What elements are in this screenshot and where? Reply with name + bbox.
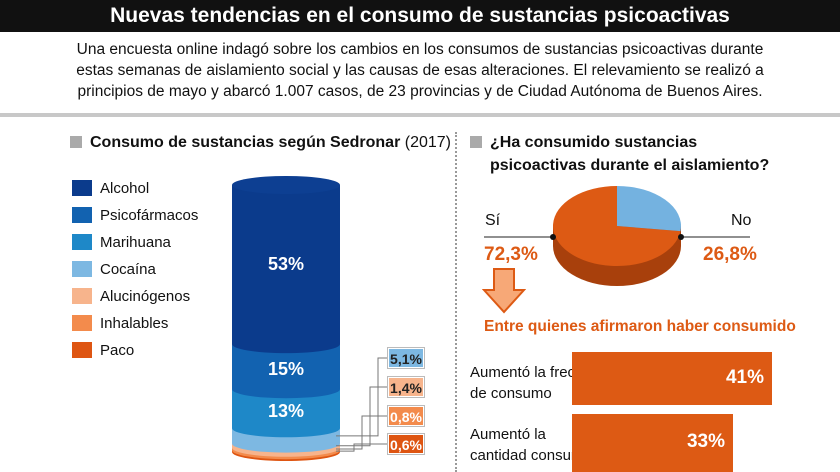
page-title: Nuevas tendencias en el consumo de susta…: [0, 0, 840, 32]
pie-dot: [550, 234, 556, 240]
legend-swatch: [72, 315, 92, 331]
cylinder-segment: [232, 447, 340, 460]
divider-vertical: [455, 132, 457, 472]
bullet-square-icon: [470, 136, 482, 148]
segment-value-label: 0,6%: [387, 433, 425, 455]
intro-line: principios de mayo y abarcó 1.007 casos,…: [77, 83, 763, 100]
legend-label: Inhalables: [100, 315, 169, 332]
bar: 41%: [572, 352, 772, 405]
pie-slice-si: [553, 186, 681, 266]
left-heading-year: (2017): [404, 134, 451, 151]
legend-label: Marihuana: [100, 234, 171, 251]
legend-item: Marihuana: [72, 234, 171, 252]
legend-item: Alcohol: [72, 180, 149, 198]
bar-label-line: cantidad consumida: [470, 447, 604, 464]
segment-value-label: 1,4%: [387, 376, 425, 398]
bar-label: Aumentó la cantidad consumida: [470, 424, 603, 466]
cylinder-segment: [232, 450, 340, 461]
intro-text: Una encuesta online indagó sobre los cam…: [40, 39, 800, 102]
legend-item: Paco: [72, 342, 134, 360]
bullet-square-icon: [70, 136, 82, 148]
intro-line: estas semanas de aislamiento social y la…: [76, 62, 764, 79]
pie-side: [553, 226, 681, 286]
leader-line: [336, 357, 388, 437]
leader-line: [336, 386, 388, 447]
pie-slice-no: [617, 186, 682, 232]
bar: 33%: [572, 414, 733, 472]
legend-swatch: [72, 288, 92, 304]
bar-label-line: de consumo: [470, 385, 552, 402]
subheading: Entre quienes afirmaron haber consumido: [484, 318, 796, 335]
left-heading-text: Consumo de sustancias según Sedronar: [90, 134, 401, 151]
segment-label: 13%: [267, 400, 305, 421]
legend-item: Alucinógenos: [72, 288, 190, 306]
divider: [0, 113, 840, 117]
legend-label: Alcohol: [100, 180, 150, 197]
segment-label: 53%: [267, 253, 305, 274]
legend-swatch: [72, 180, 92, 196]
segment-value-label: 0,8%: [387, 405, 425, 427]
segment-value-label: 5,1%: [387, 347, 425, 369]
legend-item: Cocaína: [72, 261, 156, 279]
legend-swatch: [72, 207, 92, 223]
cylinder-segment: [232, 443, 340, 457]
pie-value-no: 26,8%: [703, 244, 757, 265]
arrow-down-icon: [482, 268, 526, 314]
right-heading-line2: psicoactivas durante el aislamiento?: [490, 157, 770, 174]
intro-line: Una encuesta online indagó sobre los cam…: [76, 41, 764, 58]
pie-dot: [678, 234, 684, 240]
pie-label-si: Sí: [485, 212, 501, 229]
pie-value-si: 72,3%: [484, 244, 538, 265]
legend-swatch: [72, 234, 92, 250]
legend-label: Cocaína: [100, 261, 156, 278]
legend-label: Paco: [100, 342, 135, 359]
legend-item: Psicofármacos: [72, 207, 198, 225]
right-heading-line1: ¿Ha consumido sustancias: [490, 134, 698, 151]
cylinder-top: [232, 176, 340, 194]
legend-swatch: [72, 261, 92, 277]
segment-label: 15%: [267, 358, 305, 379]
bar-label-line: Aumentó la: [470, 426, 546, 443]
leader-line: [336, 443, 388, 452]
legend-item: Inhalables: [72, 315, 168, 333]
cylinder-segment: [232, 428, 340, 453]
legend-label: Alucinógenos: [100, 288, 191, 305]
legend-swatch: [72, 342, 92, 358]
legend-label: Psicofármacos: [100, 207, 199, 224]
leader-line: [336, 415, 388, 450]
right-heading: ¿Ha consumido sustancias: [470, 134, 697, 152]
left-heading: Consumo de sustancias según Sedronar (20…: [70, 134, 451, 152]
pie-label-no: No: [731, 212, 752, 229]
